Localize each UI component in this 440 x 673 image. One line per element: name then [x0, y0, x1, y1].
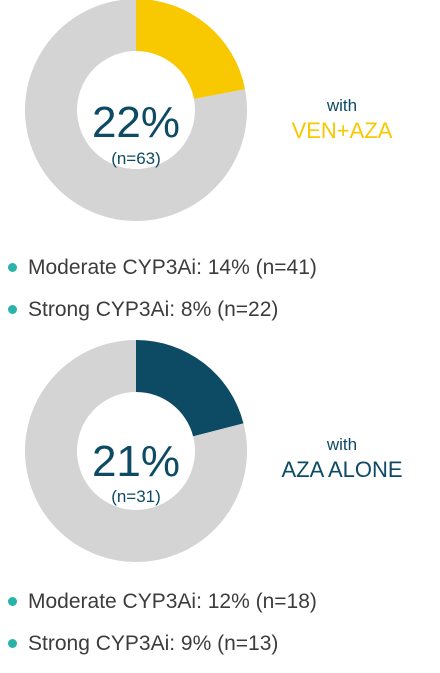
- regimen-name: AZA ALONE: [281, 457, 403, 483]
- donut-slice-highlight: [136, 0, 246, 99]
- bullet-text: Strong CYP3Ai: 8% (n=22): [28, 298, 279, 321]
- center-percentage: 22%: [91, 98, 181, 147]
- bullet-strong: Strong CYP3Ai: 8% (n=22): [8, 289, 428, 331]
- donut-slice-highlight: [136, 340, 244, 437]
- bullet-dot: [8, 305, 17, 314]
- regimen-with-text: with: [326, 96, 358, 115]
- chart-aza-alone: 21% (n=31) with AZA ALONE Moderate CYP3A…: [0, 340, 440, 673]
- donut-slices: [25, 0, 247, 221]
- regimen-label: with VEN+AZA: [262, 95, 422, 146]
- bullet-dot: [8, 597, 17, 606]
- cyp3ai-breakdown-list: Moderate CYP3Ai: 14% (n=41) Strong CYP3A…: [8, 247, 428, 331]
- center-percentage: 21%: [91, 437, 181, 486]
- donut-chart-aza-alone: [25, 340, 247, 562]
- center-count: (n=63): [111, 149, 161, 168]
- bullet-dot: [8, 639, 17, 648]
- bullet-moderate: Moderate CYP3Ai: 12% (n=18): [8, 581, 428, 623]
- bullet-moderate: Moderate CYP3Ai: 14% (n=41): [8, 247, 428, 289]
- donut-slices: [25, 340, 247, 562]
- donut-slice-remainder: [25, 340, 247, 562]
- bullet-text: Moderate CYP3Ai: 14% (n=41): [28, 256, 317, 279]
- donut-slice-remainder: [25, 0, 247, 221]
- chart-ven-aza: 22% (n=63) with VEN+AZA Moderate CYP3Ai:…: [8, 0, 428, 331]
- center-count: (n=31): [111, 487, 161, 506]
- bullet-text: Strong CYP3Ai: 9% (n=13): [28, 632, 279, 655]
- bullet-text: Moderate CYP3Ai: 12% (n=18): [28, 590, 317, 613]
- regimen-with-text: with: [326, 435, 358, 454]
- bullet-dot: [8, 263, 17, 272]
- regimen-label: with AZA ALONE: [262, 434, 422, 485]
- cyp3ai-breakdown-list: Moderate CYP3Ai: 12% (n=18) Strong CYP3A…: [8, 581, 428, 665]
- regimen-name: VEN+AZA: [291, 118, 393, 144]
- donut-chart-ven-aza: [25, 0, 247, 221]
- bullet-strong: Strong CYP3Ai: 9% (n=13): [8, 623, 428, 665]
